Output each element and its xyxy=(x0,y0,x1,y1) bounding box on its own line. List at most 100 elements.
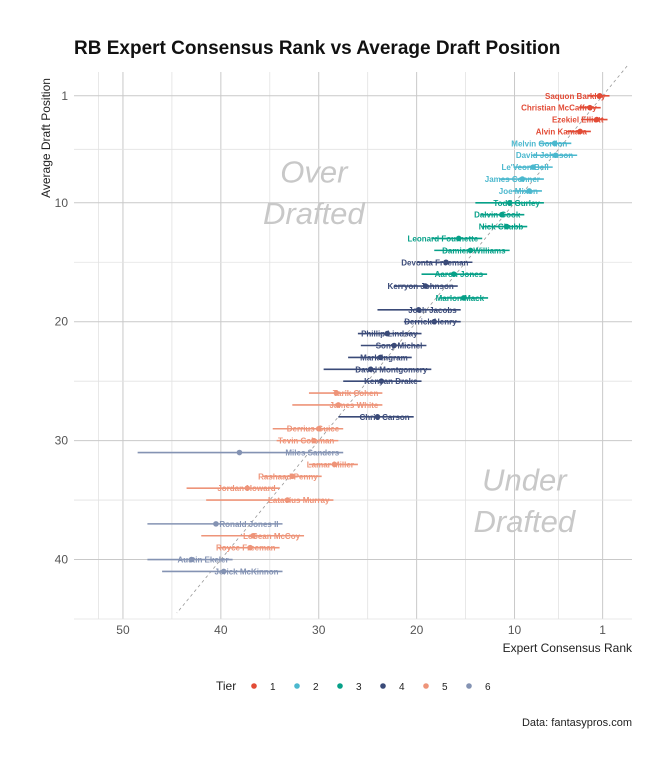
x-tick-label: 30 xyxy=(312,623,326,637)
player-label: Lamar Miller xyxy=(307,460,354,469)
player-point xyxy=(335,402,342,408)
player-point xyxy=(284,497,291,503)
x-tick-label: 20 xyxy=(410,623,424,637)
player-point xyxy=(455,235,462,242)
reference-line xyxy=(176,65,628,614)
player-label: Mark Ingram xyxy=(360,353,408,362)
legend-swatch xyxy=(380,683,386,689)
legend-label: 1 xyxy=(270,682,276,693)
player-label: Saquon Barkley xyxy=(545,92,606,101)
player-point xyxy=(552,152,559,159)
player-point xyxy=(467,247,474,254)
x-tick-label: 10 xyxy=(508,623,522,637)
player-label: Kerryon Johnson xyxy=(388,282,454,291)
legend-swatch xyxy=(251,683,257,689)
player-label: Sony Michel xyxy=(376,342,423,351)
player-point xyxy=(331,461,338,468)
player-label: Rashaad Penny xyxy=(258,472,318,481)
player-point xyxy=(289,473,296,480)
player-point xyxy=(188,556,195,563)
player-point xyxy=(443,259,449,266)
player-label: Latavius Murray xyxy=(268,496,330,505)
legend-label: 3 xyxy=(356,682,362,693)
player-point xyxy=(213,521,219,527)
caption: Data: fantasypros.com xyxy=(522,717,632,729)
player-label: James White xyxy=(329,401,378,410)
legend-label: 2 xyxy=(313,682,319,693)
player-point xyxy=(422,283,429,289)
legend-title: Tier xyxy=(216,679,236,693)
legend-swatch xyxy=(423,683,429,689)
player-label: Aaron Jones xyxy=(435,270,484,279)
player-label: David Montgomery xyxy=(355,365,428,374)
player-point xyxy=(415,307,422,313)
y-tick-label: 20 xyxy=(55,315,69,329)
player-label: Christian McCaffrey xyxy=(521,104,597,113)
y-tick-label: 30 xyxy=(55,434,69,448)
player-label: Derrius Guice xyxy=(287,425,340,434)
player-label: Jerick McKinnon xyxy=(215,567,279,576)
player-label: David Johnson xyxy=(516,151,573,160)
player-point xyxy=(596,92,603,99)
plot-panel: 50 40 30 20 10 1 1 10 20 30 40 Over Drafted Under Draf… xyxy=(55,65,632,637)
x-tick-label: 1 xyxy=(599,623,606,637)
player-point xyxy=(247,544,254,551)
player-point xyxy=(311,437,317,444)
chart-title: RB Expert Consensus Rank vs Average Draf… xyxy=(74,38,560,59)
player-label: Tevin Coleman xyxy=(278,437,334,446)
player-label: Damien Williams xyxy=(442,246,506,255)
player-point xyxy=(250,532,256,539)
player-label: Joe Mixon xyxy=(499,187,538,196)
x-tick-label: 50 xyxy=(116,623,130,637)
player-label: Miles Sanders xyxy=(285,449,339,458)
player-point xyxy=(220,568,227,575)
legend-swatch xyxy=(294,683,300,689)
player-point xyxy=(503,223,510,230)
player-label: Jordan Howard xyxy=(217,484,275,493)
legend-label: 5 xyxy=(442,682,448,693)
player-point xyxy=(530,164,536,170)
player-point xyxy=(367,366,374,373)
player-label: LeSean McCoy xyxy=(243,532,300,541)
y-tick-label: 40 xyxy=(55,553,69,567)
legend-swatch xyxy=(466,683,472,689)
player-point xyxy=(593,116,600,123)
player-label: Ronald Jones II xyxy=(219,520,278,529)
player-point xyxy=(519,176,526,182)
legend-label: 4 xyxy=(399,682,405,693)
player-label: Marlon Mack xyxy=(436,294,485,303)
player-point xyxy=(374,414,381,420)
player-point xyxy=(377,354,384,361)
player-label: Le'Veon Bell xyxy=(501,163,548,172)
player-point xyxy=(391,342,397,349)
region-annotation: Over xyxy=(280,155,349,190)
player-label: Chris Carson xyxy=(359,413,409,422)
y-tick-label: 1 xyxy=(61,89,68,103)
y-tick-label: 10 xyxy=(55,196,69,210)
player-point xyxy=(460,295,467,301)
player-label: Kenyan Drake xyxy=(364,377,418,386)
player-label: Leonard Fournette xyxy=(408,234,479,243)
legend-label: 6 xyxy=(485,682,491,693)
player-label: Ezekiel Elliott xyxy=(552,116,604,125)
player-label: Phillip Lindsay xyxy=(361,330,418,339)
region-annotation: Drafted xyxy=(473,504,576,539)
player-point xyxy=(315,425,322,432)
player-point xyxy=(236,449,243,456)
player-label: Tarik Cohen xyxy=(333,389,379,398)
player-point xyxy=(551,140,558,147)
player-point xyxy=(333,390,340,396)
player-label: Austin Ekeler xyxy=(177,556,228,565)
x-tick-label: 40 xyxy=(214,623,228,637)
player-point xyxy=(244,485,251,491)
x-axis-title: Expert Consensus Rank xyxy=(503,641,633,655)
region-annotation: Under xyxy=(482,463,568,498)
player-point xyxy=(506,200,513,206)
player-label: Dalvin Cook xyxy=(474,211,521,220)
player-label: Alvin Kamara xyxy=(536,127,588,136)
player-point xyxy=(499,211,505,218)
region-annotation: Drafted xyxy=(263,196,366,231)
legend: Tier 1 2 3 4 5 6 xyxy=(216,679,491,693)
player-point xyxy=(451,271,457,277)
